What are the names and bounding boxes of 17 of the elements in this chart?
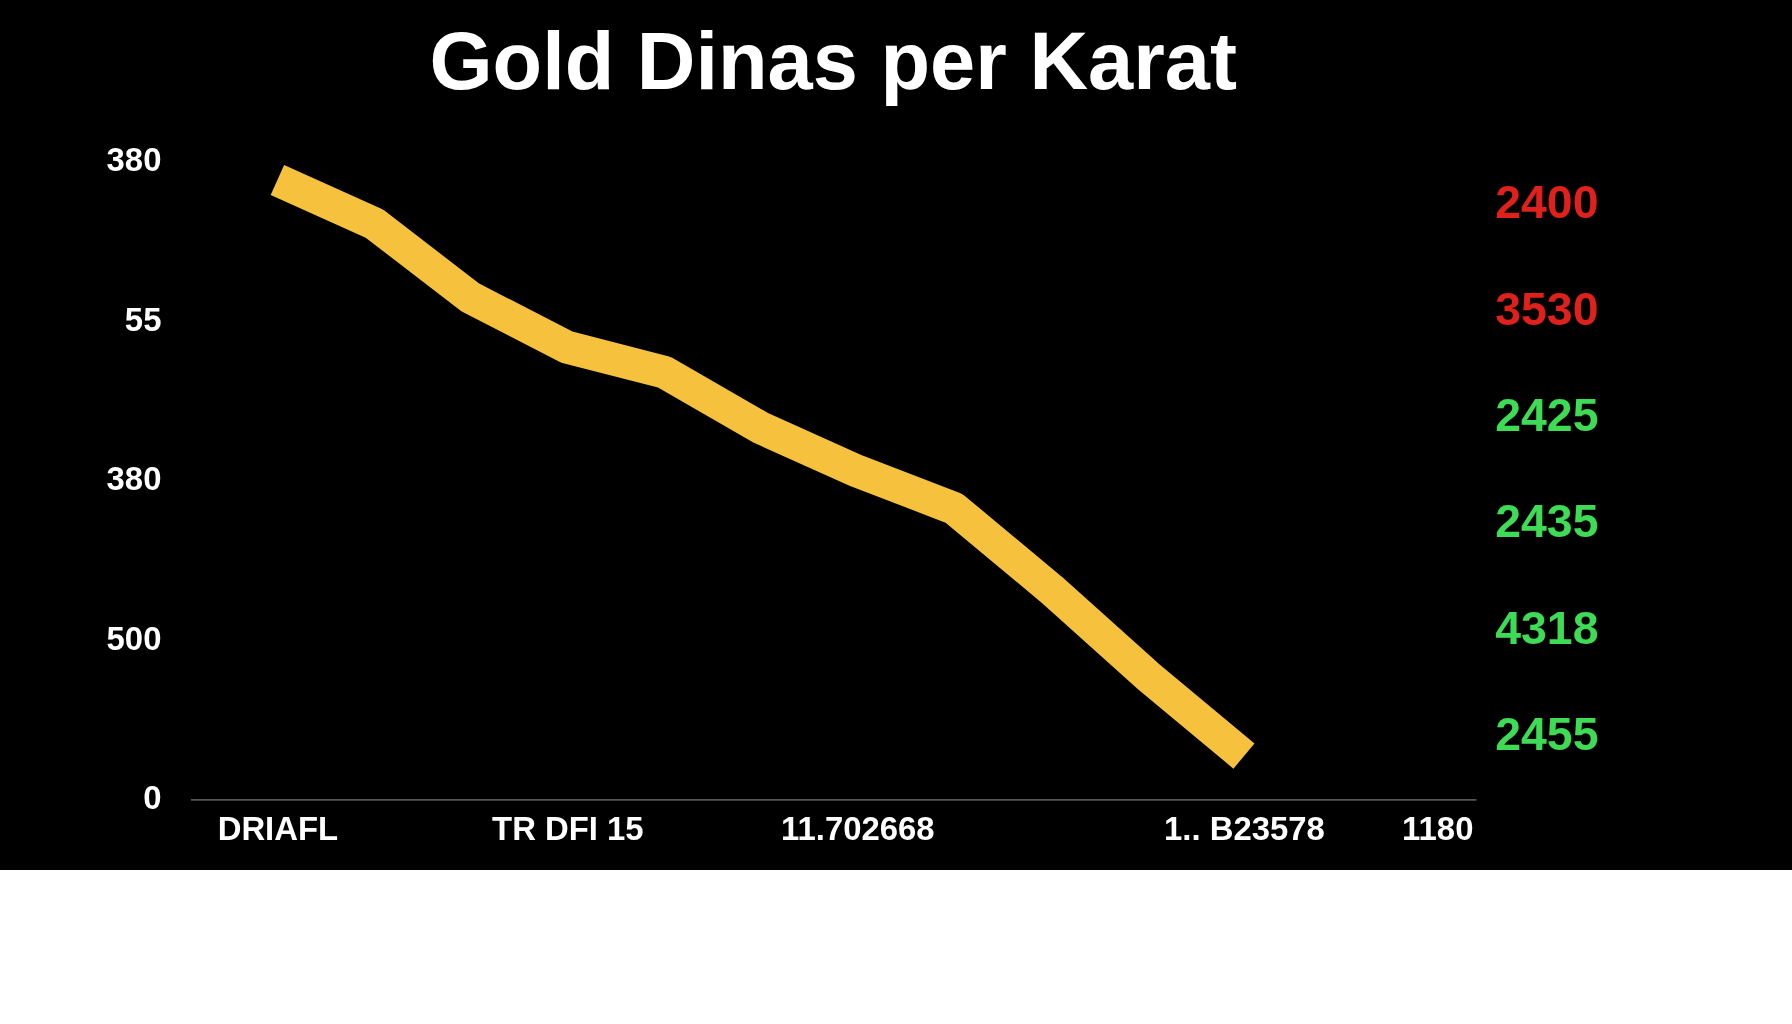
text: 380 <box>106 460 162 498</box>
text: 2435 <box>1495 495 1599 548</box>
text: 2400 <box>1495 176 1599 229</box>
text: 500 <box>106 619 162 657</box>
text: 3530 <box>1495 282 1599 335</box>
x-tick-label: TR DFI 15 <box>492 809 644 847</box>
text: 2455 <box>1495 708 1599 761</box>
x-tick-label: 1180 <box>1402 809 1474 847</box>
x-tick-label: 1.. B23578 <box>1164 809 1325 847</box>
text: 2425 <box>1495 389 1599 442</box>
x-tick-label: 11.702668 <box>781 809 935 847</box>
text: 380 <box>106 141 162 179</box>
text: 0 <box>143 779 162 817</box>
x-tick-label: DRIAFL <box>217 809 339 847</box>
chart-title: Gold Dinas per Karat <box>429 15 1237 106</box>
text: 4318 <box>1495 601 1599 654</box>
text: 55 <box>124 300 162 338</box>
